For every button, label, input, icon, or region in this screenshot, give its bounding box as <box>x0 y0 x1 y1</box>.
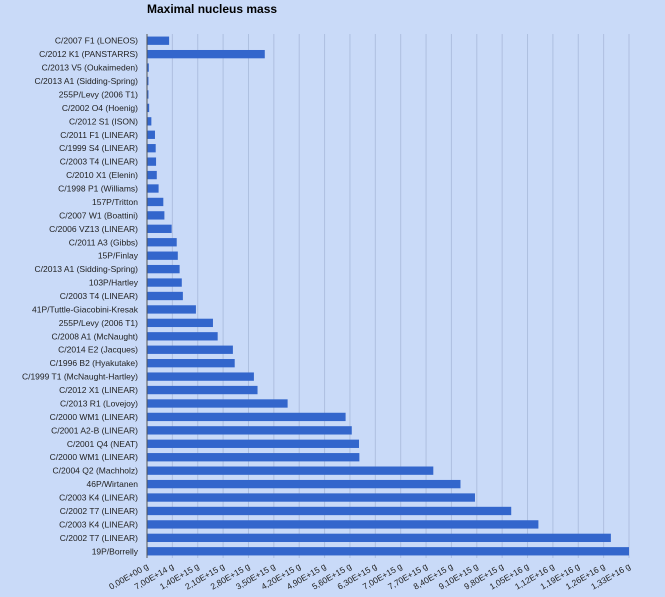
bar <box>147 157 157 166</box>
bar <box>147 291 183 301</box>
category-label: 41P/Tuttle-Giacobini-Kresak <box>32 304 139 314</box>
bar <box>147 90 149 99</box>
bar <box>147 345 233 354</box>
bar <box>147 385 258 395</box>
chart-title: Maximal nucleus mass <box>147 2 277 16</box>
bar <box>147 103 150 113</box>
bar <box>147 224 172 233</box>
category-label: C/2004 Q2 (Machholz) <box>52 466 138 476</box>
category-label: C/2003 T4 (LINEAR) <box>60 157 138 167</box>
category-label: C/2007 F1 (LONEOS) <box>55 36 138 46</box>
bar <box>147 318 213 328</box>
bar <box>147 439 360 448</box>
category-label: C/2011 F1 (LINEAR) <box>60 130 138 140</box>
category-label: C/2008 A1 (McNaught) <box>52 331 139 341</box>
bar <box>147 170 157 180</box>
bar <box>147 197 164 207</box>
bar <box>147 211 165 220</box>
category-label: C/1998 P1 (Williams) <box>58 184 138 194</box>
category-label: C/1999 S4 (LINEAR) <box>59 143 138 153</box>
bar <box>147 278 182 287</box>
category-label: 255P/Levy (2006 T1) <box>59 318 138 328</box>
category-label: C/2007 W1 (Boattini) <box>59 210 138 220</box>
bar <box>147 117 152 126</box>
category-label: 157P/Tritton <box>92 197 138 207</box>
bar <box>147 466 434 475</box>
category-label: 103P/Hartley <box>89 278 139 288</box>
category-labels: C/2007 F1 (LONEOS) C/2012 K1 (PANSTARRS) C… <box>22 36 139 557</box>
bar <box>147 238 177 247</box>
bar <box>147 130 155 139</box>
bar <box>147 426 352 435</box>
bar <box>147 412 346 422</box>
bar <box>147 453 360 462</box>
category-label: 46P/Wirtanen <box>87 479 139 489</box>
bar <box>147 305 196 314</box>
category-label: 15P/Finlay <box>98 251 139 261</box>
category-label: C/2002 T7 (LINEAR) <box>60 533 138 543</box>
bar <box>147 264 180 274</box>
category-label: C/2003 K4 (LINEAR) <box>59 493 138 503</box>
category-label: C/2012 X1 (LINEAR) <box>59 385 138 395</box>
bar <box>147 184 159 193</box>
category-label: C/2010 X1 (Elenin) <box>66 170 138 180</box>
bar-series <box>147 36 629 556</box>
category-label: C/2003 T4 (LINEAR) <box>60 291 138 301</box>
bar <box>147 479 461 489</box>
category-label: 19P/Borrelly <box>92 546 139 556</box>
category-label: C/2001 A2-B (LINEAR) <box>51 425 138 435</box>
category-label: C/2001 Q4 (NEAT) <box>67 439 138 449</box>
category-label: C/2014 E2 (Jacques) <box>58 345 138 355</box>
bar <box>147 76 149 86</box>
category-label: C/2003 K4 (LINEAR) <box>59 519 138 529</box>
bar <box>147 493 475 502</box>
x-tick-labels: 0,00E+00 g7,00E+14 g1,40E+15 g2,10E+15 g… <box>107 561 632 592</box>
bar <box>147 144 156 153</box>
category-label: C/1996 B2 (Hyakutake) <box>50 358 139 368</box>
bar <box>147 533 611 543</box>
bar <box>147 36 170 45</box>
category-label: C/2000 WM1 (LINEAR) <box>50 452 138 462</box>
grid-lines <box>146 34 630 558</box>
bar <box>147 63 149 72</box>
bar <box>147 251 178 260</box>
category-label: C/2000 WM1 (LINEAR) <box>50 412 138 422</box>
bar <box>147 399 288 408</box>
category-label: C/2013 A1 (Sidding-Spring) <box>35 76 139 86</box>
bar <box>147 372 254 381</box>
category-label: C/2002 O4 (Hoenig) <box>62 103 138 113</box>
bar <box>147 547 629 556</box>
bar <box>147 359 235 368</box>
category-label: C/2013 A1 (Sidding-Spring) <box>35 264 139 274</box>
category-label: 255P/Levy (2006 T1) <box>59 89 138 99</box>
category-label: C/2013 V5 (Oukaimeden) <box>42 63 139 73</box>
bar <box>147 49 265 59</box>
bar <box>147 506 512 516</box>
category-label: C/2006 VZ13 (LINEAR) <box>49 224 138 234</box>
category-label: C/2013 R1 (Lovejoy) <box>60 398 138 408</box>
category-label: C/2012 S1 (ISON) <box>69 116 138 126</box>
category-label: C/2002 T7 (LINEAR) <box>60 506 138 516</box>
bar <box>147 520 539 529</box>
category-label: C/1999 T1 (McNaught-Hartley) <box>22 372 138 382</box>
category-label: C/2011 A3 (Gibbs) <box>69 237 138 247</box>
bar <box>147 332 218 341</box>
category-label: C/2012 K1 (PANSTARRS) <box>39 49 138 59</box>
